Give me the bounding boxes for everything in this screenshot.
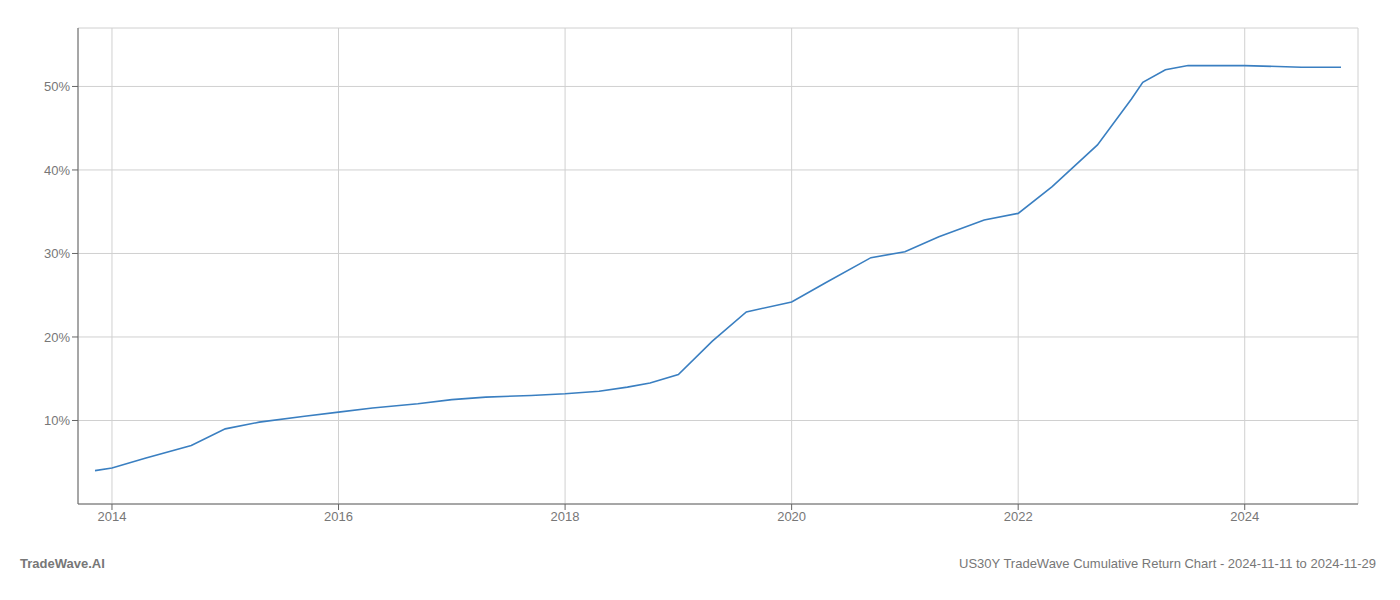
svg-text:50%: 50% [44, 79, 70, 94]
svg-text:20%: 20% [44, 330, 70, 345]
svg-text:30%: 30% [44, 246, 70, 261]
html-text:US30Y TradeWave Cumulative Ret: US30Y TradeWave Cumulative Return Chart … [959, 556, 1376, 571]
svg-text:2014: 2014 [98, 509, 127, 524]
svg-text:2018: 2018 [551, 509, 580, 524]
svg-text:2024: 2024 [1230, 509, 1259, 524]
svg-text:40%: 40% [44, 163, 70, 178]
svg-text:2022: 2022 [1004, 509, 1033, 524]
svg-text:2020: 2020 [777, 509, 806, 524]
svg-text:2016: 2016 [324, 509, 353, 524]
svg-text:10%: 10% [44, 413, 70, 428]
html-text:TradeWave.AI: TradeWave.AI [20, 556, 105, 571]
